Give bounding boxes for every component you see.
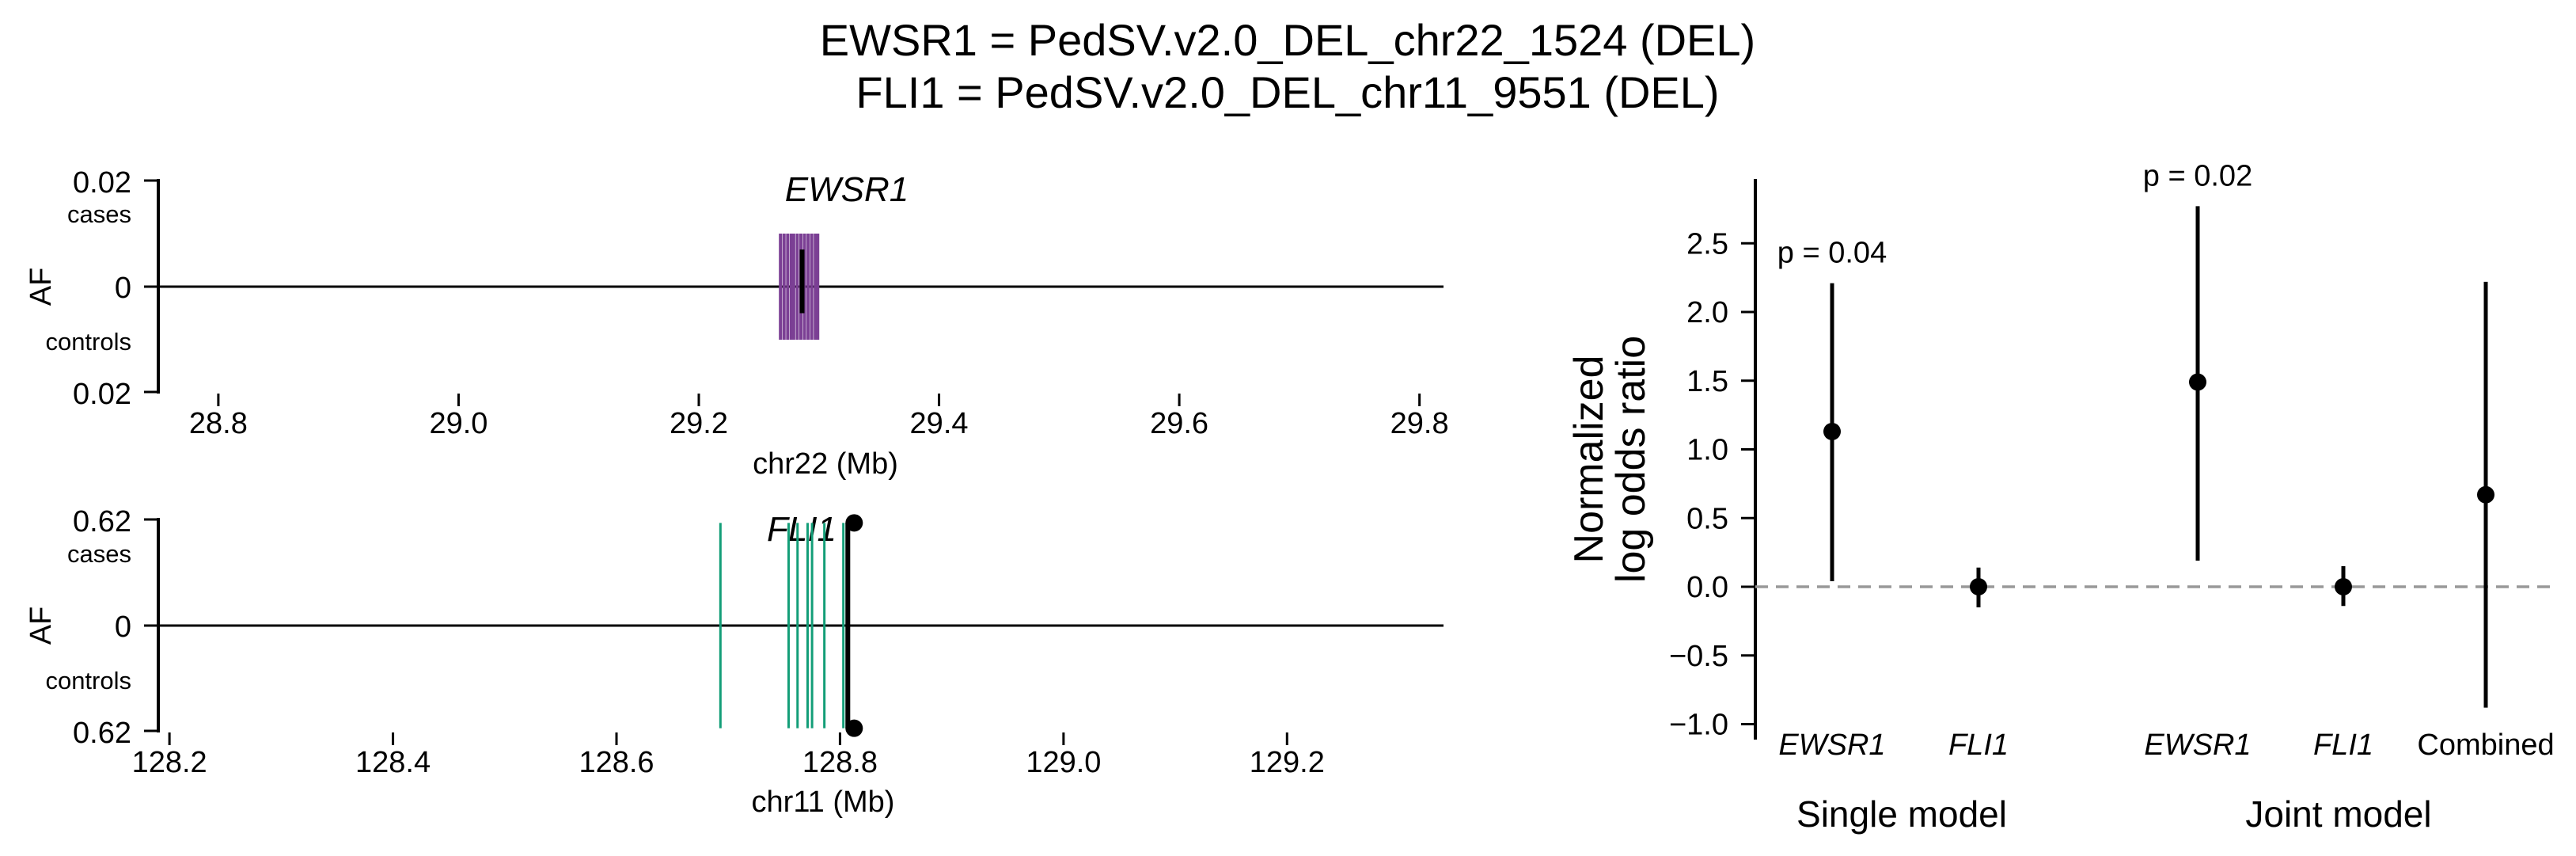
fli1-y-axis-label: AF	[25, 607, 58, 645]
fli1-xtick-label: 129.2	[1250, 746, 1325, 779]
ewsr1-ytick-mid-label: 0	[115, 272, 131, 305]
or-ytick-label: −0.5	[1669, 640, 1728, 673]
fli1-ytick-mid-label: 0	[115, 611, 131, 644]
ewsr1-y-axis-label: AF	[25, 268, 58, 306]
fli1-xtick-label: 128.8	[802, 746, 878, 779]
or-category-label: Combined	[2417, 729, 2554, 762]
or-y-axis-label-line-1: Normalized	[1566, 356, 1612, 564]
ewsr1-x-axis-label: chr22 (Mb)	[753, 447, 898, 481]
fli1-locus-panel: 0.62 cases 0 controls 0.62 AF FLI1 128.2…	[25, 505, 1444, 819]
ewsr1-locus-panel: 0.02 cases 0 controls 0.02 AF EWSR1 28.8…	[25, 166, 1449, 481]
or-ytick-label: 2.5	[1686, 227, 1728, 261]
fli1-highlight-case-point	[845, 514, 863, 532]
title-line-2: FLI1 = PedSV.v2.0_DEL_chr11_9551 (DEL)	[856, 67, 1719, 117]
or-point	[1823, 422, 1841, 440]
or-category-label: FLI1	[1948, 729, 2009, 762]
ewsr1-xtick-label: 29.4	[910, 407, 969, 440]
or-category-label: EWSR1	[2144, 729, 2251, 762]
ewsr1-cases-label: cases	[67, 200, 131, 228]
ewsr1-xtick-label: 29.8	[1390, 407, 1449, 440]
title-line-1: EWSR1 = PedSV.v2.0_DEL_chr22_1524 (DEL)	[820, 15, 1755, 65]
or-ytick-label: 0.0	[1686, 571, 1728, 604]
or-ytick-label: 0.5	[1686, 502, 1728, 535]
or-point	[2477, 485, 2494, 504]
or-p-value-label: p = 0.04	[1777, 237, 1887, 270]
fli1-xtick-label: 128.2	[132, 746, 207, 779]
or-y-axis-label-line-2: log odds ratio	[1608, 336, 1654, 583]
joint-model-label: Joint model	[2245, 793, 2431, 835]
or-category-label: FLI1	[2313, 729, 2373, 762]
fli1-highlight-control-point	[845, 719, 863, 737]
fli1-ytick-top-label: 0.62	[73, 505, 131, 538]
fli1-x-axis-label: chr11 (Mb)	[752, 786, 895, 819]
single-model-label: Single model	[1796, 793, 2007, 835]
ewsr1-xtick-label: 28.8	[189, 407, 248, 440]
fli1-cases-label: cases	[67, 540, 131, 568]
or-ytick-label: 1.0	[1686, 434, 1728, 467]
ewsr1-gene-label: EWSR1	[785, 170, 909, 209]
fli1-controls-label: controls	[45, 667, 131, 694]
or-point	[2335, 578, 2352, 595]
fli1-ytick-bottom-label: 0.62	[73, 717, 131, 750]
or-ytick-label: −1.0	[1669, 709, 1728, 742]
or-category-label: EWSR1	[1778, 729, 1885, 762]
or-p-value-label: p = 0.02	[2143, 159, 2252, 192]
ewsr1-xtick-label: 29.6	[1150, 407, 1208, 440]
odds-ratio-panel: −1.0 −0.5 0.0 0.5 1.0 1.5 2.0 2.5 p = 0.04 p = 0…	[1566, 159, 2556, 835]
ewsr1-xtick-label: 29.2	[670, 407, 728, 440]
or-point	[2189, 373, 2206, 391]
ewsr1-ytick-top-label: 0.02	[73, 166, 131, 200]
fli1-xtick-label: 129.0	[1026, 746, 1101, 779]
ewsr1-controls-label: controls	[45, 328, 131, 356]
fli1-xtick-label: 128.4	[355, 746, 431, 779]
fli1-xtick-label: 128.6	[579, 746, 654, 779]
ewsr1-ytick-bottom-label: 0.02	[73, 378, 131, 411]
fli1-gene-label: FLI1	[767, 510, 837, 549]
or-ytick-label: 1.5	[1686, 365, 1728, 398]
or-ytick-label: 2.0	[1686, 296, 1728, 329]
ewsr1-xtick-label: 29.0	[429, 407, 488, 440]
or-point	[1970, 578, 1987, 595]
